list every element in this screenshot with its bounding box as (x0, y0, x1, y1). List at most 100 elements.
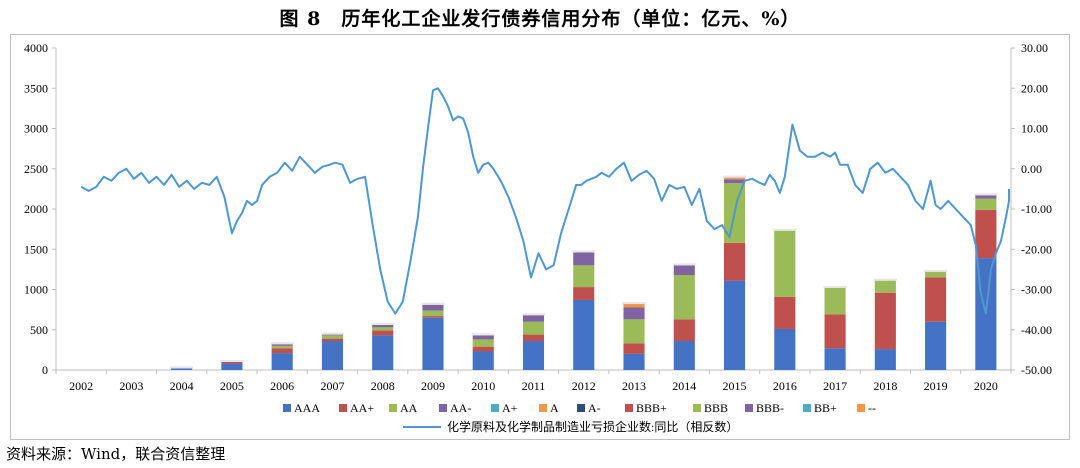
bar-AAA-2015 (723, 280, 746, 370)
bar-AA+-2014 (673, 319, 695, 342)
bar-cap-2011 (521, 313, 546, 316)
x-tick-label: 2007 (320, 379, 344, 393)
bar-cap-2008 (371, 322, 395, 325)
legend-swatch-A (539, 404, 547, 412)
bar-AA+-2005 (221, 361, 243, 364)
y2-tick-label: -10.00 (1021, 202, 1052, 216)
bar-cap-2013 (622, 301, 646, 304)
legend-label-A-: A- (588, 401, 601, 415)
legend-label-BBB+: BBB+ (636, 401, 667, 415)
legend-swatch--- (857, 404, 865, 412)
x-tick-label: 2011 (522, 379, 546, 393)
bar-AA+-2019 (925, 277, 947, 322)
legend-label---: -- (868, 401, 876, 415)
legend-swatch-AAA (283, 404, 291, 412)
bar-AAA-2006 (271, 353, 293, 370)
bar-AA-2019 (925, 271, 947, 278)
x-tick-label: 2010 (471, 379, 495, 393)
y-tick-label: 3500 (24, 81, 48, 95)
bar-AAA-2008 (372, 335, 394, 370)
legend-label-AA: AA (400, 401, 418, 415)
bar-AA+-2020 (975, 209, 997, 259)
bar-AAA-2017 (824, 348, 846, 370)
bar-AA+-2018 (874, 292, 896, 350)
legend-swatch-AA- (439, 404, 447, 412)
x-tick-label: 2009 (421, 379, 445, 393)
legend-label-BBB: BBB (704, 401, 728, 415)
bar-cap-2004 (170, 366, 194, 369)
y2-tick-label: -40.00 (1021, 323, 1052, 337)
y-tick-label: 4000 (24, 41, 48, 55)
y-tick-label: 1500 (24, 242, 48, 256)
bar-AA+-2015 (723, 242, 746, 281)
x-tick-label: 2013 (622, 379, 646, 393)
chart-frame: 0 500 1000 1500 2000 2500 3000 3500 4000 -50.00 -4… (10, 34, 1070, 440)
x-tick-label: 2008 (371, 379, 395, 393)
bar-AA-2020 (975, 198, 997, 210)
x-tick-label: 2018 (873, 379, 897, 393)
bar-AA--2013 (623, 307, 645, 320)
bar-AA+-2008 (372, 330, 394, 336)
y-tick-label: 3000 (24, 122, 48, 136)
x-tick-label: 2002 (69, 379, 93, 393)
legend-swatch-BBB+ (625, 404, 633, 412)
bar-cap-2006 (270, 342, 294, 345)
bar-AAA-2007 (321, 341, 344, 370)
x-tick-label: 2014 (672, 379, 696, 393)
bar-AA--2011 (522, 315, 545, 322)
bar-AAA-2009 (422, 317, 444, 370)
x-tick-label: 2004 (170, 379, 194, 393)
legend-label-line: 化学原料及化学制品制造业亏损企业数:同比（相反数） (447, 419, 738, 434)
x-tick-label: 2016 (773, 379, 797, 393)
legend-label-A+: A+ (502, 401, 518, 415)
bar-AA+-2010 (472, 346, 494, 352)
bar-cap-2007 (320, 332, 345, 335)
y2-tick-label: 20.00 (1021, 81, 1048, 95)
bar-AA-2006 (271, 345, 293, 349)
y2-tick-label: -50.00 (1021, 363, 1052, 377)
x-tick-label: 2005 (220, 379, 244, 393)
y-tick-label: 500 (30, 323, 48, 337)
bar-AA--2006 (271, 344, 293, 346)
bar-AAA-2010 (472, 351, 494, 370)
bar-AA+-2007 (321, 338, 344, 342)
bar-AA--2015 (723, 179, 746, 184)
bar-AA+-2006 (271, 348, 293, 354)
bar-A-2013 (623, 303, 645, 308)
bar-AA-2008 (372, 327, 394, 331)
bar-cap-2005 (220, 359, 244, 362)
y2-tick-label: 0.00 (1021, 162, 1042, 176)
legend-swatch-AA (389, 404, 397, 412)
chart-title: 图 8 历年化工企业发行债券信用分布（单位：亿元、%） (279, 8, 801, 30)
legend-swatch-BB+ (803, 404, 811, 412)
bar-A-2015 (723, 177, 746, 180)
bar-AAA-2005 (221, 363, 243, 370)
legend-swatch-A+ (491, 404, 499, 412)
bar-AAA-2016 (774, 328, 796, 370)
source-note: 资料来源：Wind，联合资信整理 (6, 445, 226, 463)
x-tick-label: 2020 (974, 379, 998, 393)
x-tick-label: 2019 (924, 379, 948, 393)
x-tick-label: 2012 (572, 379, 596, 393)
legend-label-AA-: AA- (450, 401, 471, 415)
bar-AA+-2013 (623, 343, 645, 354)
bar-AA--2010 (472, 335, 494, 340)
bar-AA--2014 (673, 265, 695, 276)
legend-label-BB+: BB+ (814, 401, 837, 415)
bar-cap-2012 (572, 250, 596, 253)
y2-tick-label: -30.00 (1021, 283, 1052, 297)
bar-cap-2017 (823, 285, 847, 288)
bar-AA--2007 (321, 334, 344, 336)
bar-AAA-2012 (573, 299, 595, 370)
x-tick-label: 2017 (823, 379, 847, 393)
bar-AA+-2017 (824, 314, 846, 349)
legend-label-AAA: AAA (294, 401, 320, 415)
bar-cap-2019 (924, 269, 948, 272)
bar-AAA-2013 (623, 353, 645, 370)
bar-AA-2014 (673, 275, 695, 320)
bar-AA-2009 (422, 310, 444, 317)
y2-tick-label: -20.00 (1021, 242, 1052, 256)
bar-AA-2017 (824, 287, 846, 315)
legend-label-A: A (550, 401, 559, 415)
bar-cap-2010 (471, 333, 495, 336)
